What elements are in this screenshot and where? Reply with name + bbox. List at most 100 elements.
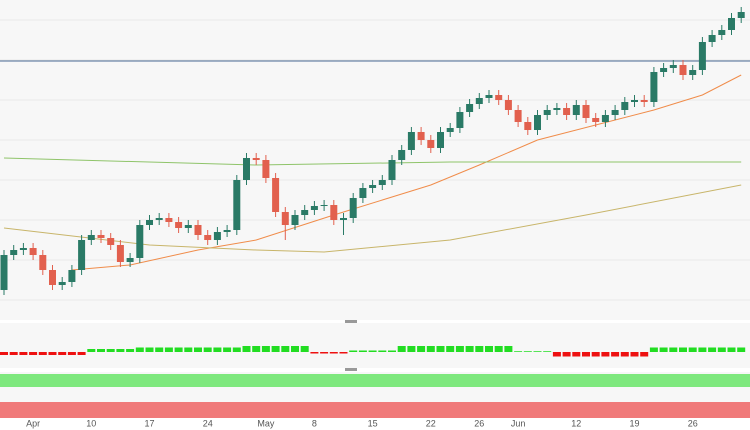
x-tick-label: 26 bbox=[474, 418, 484, 428]
candle-body bbox=[359, 188, 367, 198]
candle-body bbox=[78, 240, 86, 270]
macd-bar bbox=[659, 347, 668, 352]
candle-body bbox=[175, 222, 183, 228]
candle-body bbox=[204, 235, 212, 240]
candle-body bbox=[621, 102, 629, 110]
macd-bar bbox=[475, 346, 484, 352]
macd-bar bbox=[174, 347, 183, 352]
macd-bar bbox=[145, 347, 154, 352]
macd-bar bbox=[494, 346, 503, 352]
macd-bar bbox=[48, 352, 57, 355]
candle-body bbox=[679, 65, 687, 75]
macd-bar bbox=[591, 352, 600, 357]
panel-handle[interactable] bbox=[345, 368, 357, 371]
macd-bar bbox=[455, 346, 464, 352]
macd-bar bbox=[339, 352, 348, 354]
candle-body bbox=[136, 225, 144, 258]
candle-body bbox=[0, 255, 8, 290]
macd-bar bbox=[349, 350, 358, 352]
macd-bar bbox=[358, 350, 367, 352]
x-tick-label: Jun bbox=[511, 418, 526, 428]
macd-bar bbox=[649, 347, 658, 352]
candle-body bbox=[262, 160, 270, 178]
macd-bar bbox=[640, 352, 649, 357]
candle-body bbox=[553, 108, 561, 110]
candle-body bbox=[398, 150, 406, 160]
macd-bar bbox=[320, 352, 329, 354]
candle-body bbox=[272, 178, 280, 212]
macd-bar bbox=[504, 346, 513, 352]
candle-body bbox=[349, 198, 357, 218]
oversold-zone bbox=[0, 402, 750, 418]
x-tick-label: 15 bbox=[368, 418, 378, 428]
candle-body bbox=[718, 30, 726, 35]
candle-body bbox=[437, 132, 444, 148]
x-tick-label: 26 bbox=[688, 418, 698, 428]
x-tick-label: 12 bbox=[571, 418, 581, 428]
macd-bar bbox=[203, 347, 212, 352]
macd-bar bbox=[611, 352, 620, 357]
macd-bar bbox=[77, 352, 86, 355]
macd-bar bbox=[194, 347, 202, 352]
macd-bar bbox=[261, 346, 270, 352]
macd-bar bbox=[58, 352, 67, 355]
macd-bar bbox=[698, 347, 707, 352]
candle-body bbox=[524, 122, 532, 130]
macd-bar bbox=[0, 352, 8, 355]
candle-body bbox=[698, 42, 706, 70]
macd-bar bbox=[281, 346, 290, 352]
macd-bar bbox=[514, 351, 523, 352]
candle-body bbox=[301, 210, 309, 215]
candle-body bbox=[427, 140, 435, 148]
candle-body bbox=[592, 118, 600, 122]
candle-body bbox=[68, 270, 76, 282]
macd-bar bbox=[9, 352, 18, 355]
macd-bar bbox=[223, 347, 232, 352]
macd-bar bbox=[533, 351, 542, 352]
macd-bar bbox=[310, 352, 319, 354]
candle-body bbox=[582, 105, 590, 118]
candle-body bbox=[631, 100, 638, 102]
macd-bar bbox=[669, 347, 678, 352]
macd-bar bbox=[407, 346, 416, 352]
candle-body bbox=[504, 100, 512, 110]
candle-body bbox=[116, 245, 124, 262]
candle-body bbox=[534, 115, 541, 130]
moving-average bbox=[3, 184, 742, 253]
macd-bar bbox=[620, 352, 629, 357]
candle-body bbox=[19, 248, 27, 250]
macd-bar bbox=[523, 351, 532, 352]
macd-bar bbox=[213, 347, 222, 352]
candle-body bbox=[543, 110, 551, 115]
moving-average bbox=[3, 157, 742, 166]
macd-bar bbox=[465, 346, 474, 352]
macd-bar bbox=[29, 352, 38, 355]
macd-bar bbox=[184, 347, 193, 352]
candle-body bbox=[650, 72, 658, 102]
candle-body bbox=[184, 225, 192, 228]
x-tick-label: 10 bbox=[86, 418, 96, 428]
macd-bar bbox=[717, 347, 726, 352]
macd-bar bbox=[601, 352, 610, 357]
macd-bar bbox=[164, 347, 173, 352]
candle-body bbox=[291, 215, 299, 225]
candle-body bbox=[49, 270, 56, 285]
candle-body bbox=[563, 108, 571, 115]
x-tick-label: Apr bbox=[26, 418, 40, 428]
macd-bar bbox=[97, 349, 105, 352]
macd-bar bbox=[232, 347, 241, 352]
macd-bar bbox=[135, 347, 144, 352]
candle-body bbox=[252, 158, 260, 160]
candle-body bbox=[223, 230, 231, 232]
candle-body bbox=[330, 205, 338, 220]
main-panel bbox=[0, 0, 750, 320]
panel-handle[interactable] bbox=[345, 320, 357, 323]
macd-bar bbox=[67, 352, 76, 355]
candle-body bbox=[689, 70, 697, 75]
candle-body bbox=[737, 12, 745, 18]
candle-body bbox=[126, 258, 134, 262]
macd-bar bbox=[87, 349, 96, 352]
candle-body bbox=[456, 112, 464, 128]
candle-body bbox=[601, 115, 609, 122]
macd-bar bbox=[126, 349, 135, 352]
